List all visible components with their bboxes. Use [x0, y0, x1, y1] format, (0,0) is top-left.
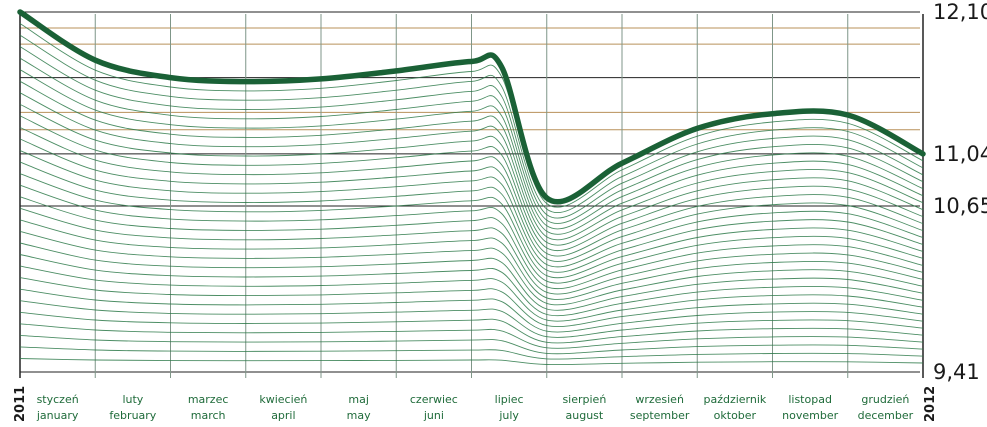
- month-label-en: february: [109, 409, 156, 422]
- month-label-en: august: [566, 409, 604, 422]
- month-label-en: july: [498, 409, 519, 422]
- fan-line: [19, 173, 924, 279]
- y-tick-label: 11,04: [933, 142, 987, 166]
- fan-line: [19, 311, 924, 344]
- fan-line: [19, 300, 924, 338]
- month-label-pl: październik: [703, 393, 766, 406]
- fan-line: [19, 242, 924, 311]
- fan-line: [19, 207, 924, 295]
- month-label-en: january: [36, 409, 79, 422]
- fan-line: [19, 138, 924, 262]
- month-label-pl: lipiec: [495, 393, 524, 406]
- year-end-label: 2012: [923, 386, 938, 422]
- month-label-pl: czerwiec: [410, 393, 458, 406]
- month-label-en: december: [858, 409, 914, 422]
- series-line: [17, 9, 926, 205]
- y-tick-label: 9,41: [933, 360, 980, 384]
- fan-line: [19, 34, 924, 213]
- month-label-en: september: [630, 409, 690, 422]
- month-label-pl: maj: [348, 393, 369, 406]
- month-label-en: april: [271, 409, 295, 422]
- fan-line: [19, 196, 924, 290]
- fan-line: [19, 277, 924, 327]
- y-tick-label: 12,10: [933, 0, 987, 24]
- fan-line: [19, 265, 924, 322]
- month-label-pl: styczeń: [37, 393, 79, 406]
- fan-line: [19, 254, 924, 317]
- fan-line: [19, 150, 924, 268]
- month-label-pl: listopad: [788, 393, 832, 406]
- month-label-en: november: [782, 409, 838, 422]
- fan-line: [19, 23, 924, 208]
- fan-line: [19, 288, 924, 333]
- fan-line: [19, 230, 924, 306]
- grid: [20, 11, 920, 373]
- year-start-label: 2011: [13, 386, 28, 422]
- fan-line: [19, 69, 924, 230]
- fan-line: [19, 92, 924, 241]
- month-label-pl: marzec: [188, 393, 229, 406]
- fan-line: [19, 57, 924, 224]
- fan-line: [19, 358, 924, 366]
- fan-line: [19, 346, 924, 360]
- month-label-pl: kwiecień: [259, 393, 307, 406]
- fan-line: [19, 219, 924, 300]
- fan-line: [19, 127, 924, 257]
- month-label-en: oktober: [714, 409, 757, 422]
- fan-line: [19, 334, 924, 355]
- fan-line: [19, 46, 924, 219]
- fan-lines: [19, 23, 924, 366]
- month-label-pl: luty: [122, 393, 143, 406]
- month-label-pl: wrzesień: [635, 393, 684, 406]
- fan-line: [19, 184, 924, 284]
- y-tick-labels: 12,10 11,04 10,65 9,41: [933, 0, 987, 384]
- x-tick-labels: styczeń january luty february marzec march kwi…: [36, 393, 914, 422]
- month-label-en: may: [347, 409, 371, 422]
- fan-line: [19, 323, 924, 349]
- month-dividers: [19, 14, 924, 378]
- main-series: [17, 9, 926, 205]
- fan-line: [19, 161, 924, 273]
- month-label-en: juni: [423, 409, 444, 422]
- fan-line: [19, 103, 924, 246]
- month-label-en: march: [191, 409, 226, 422]
- y-tick-label: 10,65: [933, 194, 987, 218]
- month-label-pl: grudzień: [861, 393, 909, 406]
- month-label-pl: sierpień: [562, 393, 606, 406]
- fan-line: [19, 115, 924, 252]
- fan-line: [19, 80, 924, 235]
